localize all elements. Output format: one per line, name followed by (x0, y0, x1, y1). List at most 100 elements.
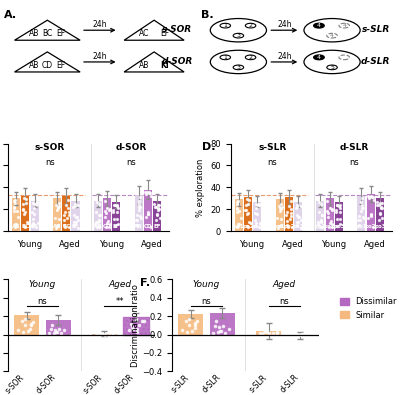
Point (19, 206, 26, 213)
Point (258, 330, 265, 337)
Text: 4: 4 (330, 33, 334, 38)
Point (64, 215, 70, 222)
Point (254, 202, 261, 209)
Text: po2: po2 (283, 224, 295, 229)
Y-axis label: Discrimination ratio: Discrimination ratio (130, 284, 140, 367)
Point (294, 219, 300, 226)
Point (278, 216, 284, 222)
Point (298, 217, 304, 223)
Point (133, 316, 140, 323)
Point (65, 197, 71, 203)
Text: AB: AB (94, 224, 102, 229)
Text: ns: ns (127, 158, 136, 167)
Point (284, 222, 290, 228)
Point (270, 330, 276, 337)
Point (61, 209, 68, 215)
Point (370, 224, 376, 231)
Point (244, 211, 250, 218)
Point (154, 202, 161, 208)
Text: 24h: 24h (277, 52, 292, 61)
Point (61, 222, 67, 228)
Point (152, 203, 158, 210)
Point (104, 220, 111, 226)
Point (246, 197, 252, 203)
Point (370, 197, 377, 203)
Point (11, 205, 17, 211)
Point (128, 321, 134, 327)
Point (183, 318, 190, 324)
Point (75, 216, 82, 223)
Point (263, 328, 269, 335)
Point (327, 220, 333, 226)
Bar (112, 201, 120, 231)
Point (55, 215, 62, 222)
Point (97, 212, 103, 218)
Point (234, 209, 240, 215)
Point (192, 320, 198, 326)
Text: BC: BC (42, 29, 52, 38)
Point (297, 331, 304, 337)
Text: d-SLR: d-SLR (361, 56, 390, 66)
Point (23, 196, 30, 202)
Point (102, 210, 109, 216)
Point (278, 201, 284, 207)
Text: CD: CD (103, 224, 111, 229)
Point (356, 213, 362, 219)
Text: s-SLR: s-SLR (362, 25, 390, 34)
Point (92, 221, 98, 227)
Point (256, 200, 262, 207)
Point (256, 201, 262, 208)
Point (290, 332, 296, 338)
Point (374, 199, 380, 205)
Point (318, 201, 324, 207)
Point (106, 207, 112, 213)
Point (283, 212, 290, 218)
Text: po2: po2 (242, 224, 254, 229)
Point (54, 329, 60, 335)
Point (359, 202, 365, 208)
Point (257, 220, 264, 226)
Text: 1: 1 (223, 23, 227, 28)
Point (284, 217, 290, 224)
Point (356, 222, 362, 228)
Point (318, 218, 324, 224)
Point (22, 316, 28, 323)
Text: Aged: Aged (141, 240, 163, 249)
Point (12, 223, 19, 229)
Point (319, 212, 326, 218)
Bar (144, 190, 152, 231)
Point (316, 209, 322, 215)
Point (355, 217, 362, 224)
Point (142, 214, 149, 220)
Bar (21, 196, 30, 231)
Text: EF: EF (160, 29, 169, 38)
Point (54, 223, 60, 229)
Point (56, 203, 62, 209)
Point (102, 331, 108, 338)
Point (288, 210, 294, 216)
Text: 4: 4 (342, 23, 346, 28)
Point (374, 202, 380, 208)
Point (60, 212, 67, 218)
Point (105, 332, 112, 338)
Point (31, 204, 37, 211)
Point (216, 324, 223, 331)
Point (56, 325, 62, 332)
Point (70, 203, 76, 210)
Point (141, 318, 147, 324)
Text: 1: 1 (223, 55, 227, 60)
Point (368, 213, 374, 219)
Point (186, 322, 192, 328)
Point (365, 193, 371, 199)
Text: 2: 2 (248, 23, 252, 28)
Point (264, 329, 270, 335)
Point (95, 201, 102, 207)
Point (154, 212, 161, 218)
Text: Young: Young (193, 280, 220, 289)
Point (257, 330, 263, 336)
Text: po3: po3 (292, 224, 304, 229)
Point (11, 208, 17, 214)
Point (365, 195, 372, 201)
Point (333, 209, 339, 215)
Point (378, 205, 384, 211)
